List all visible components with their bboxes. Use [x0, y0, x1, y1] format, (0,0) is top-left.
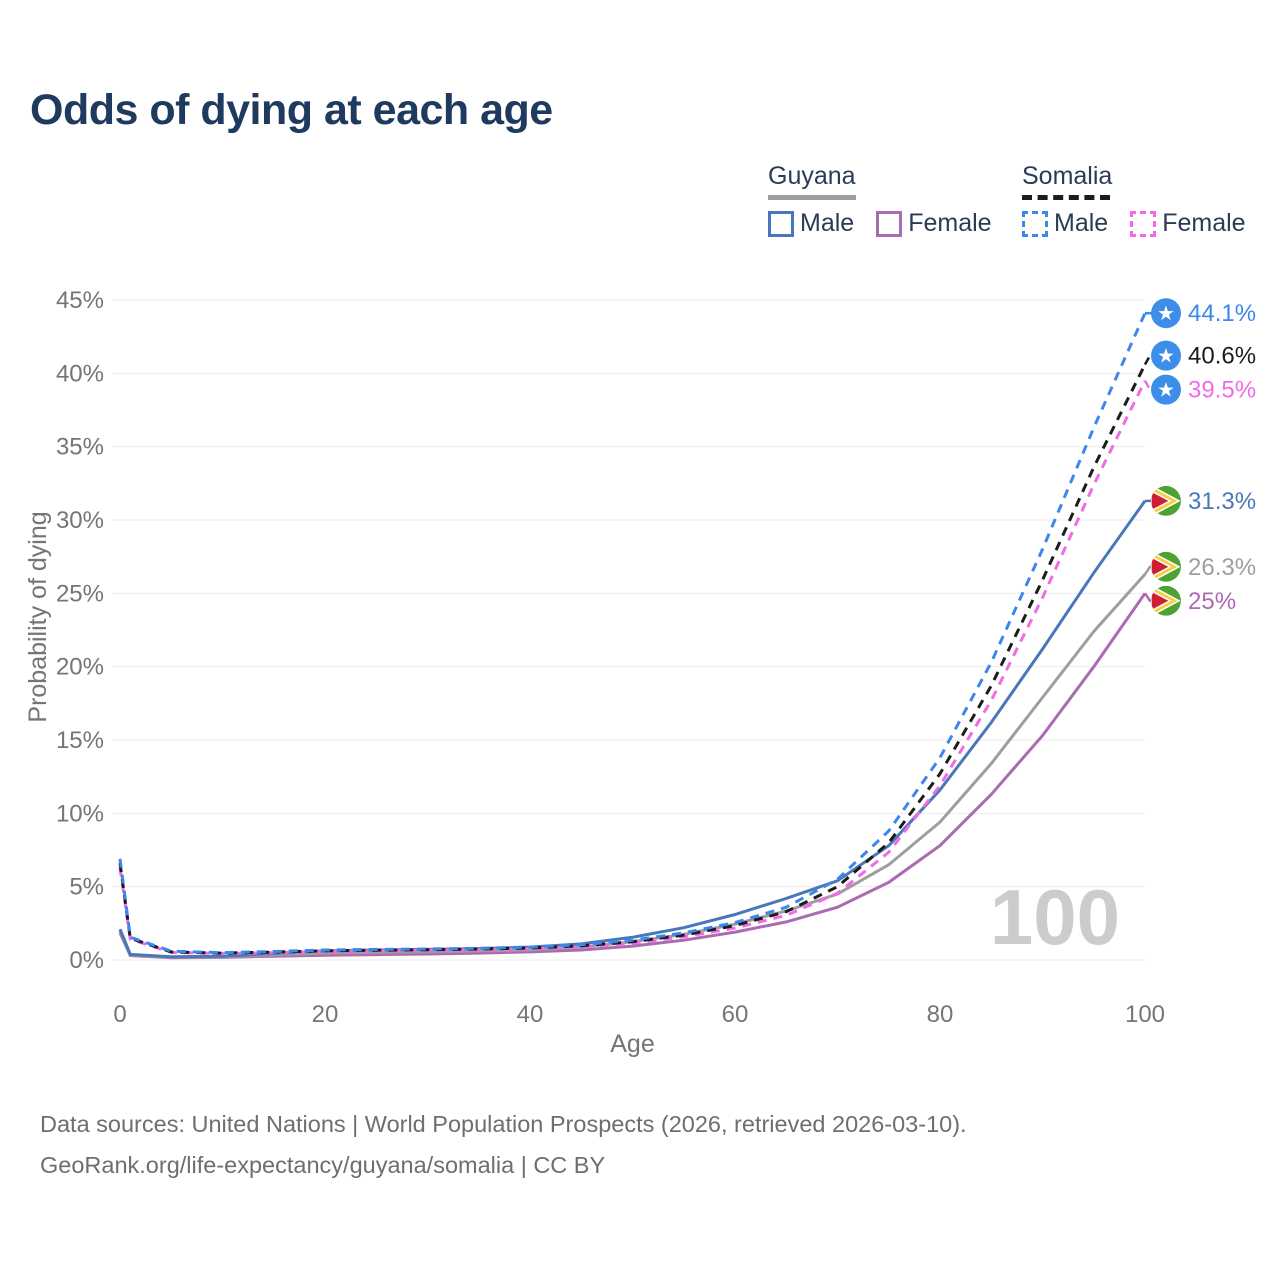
y-tick-label: 15%: [56, 727, 104, 754]
legend-country-label-somalia: Somalia: [1022, 162, 1113, 190]
somalia-flag-marker: ★: [1151, 340, 1181, 371]
x-axis-title: Age: [610, 1030, 654, 1058]
legend-item-somalia-male[interactable]: Male: [1022, 209, 1108, 238]
legend-group-guyana: Guyana Male Female: [768, 162, 992, 238]
age-watermark: 100: [990, 873, 1120, 961]
guyana-flag-marker: [1151, 585, 1181, 616]
end-label-somalia: 40.6%: [1188, 343, 1256, 370]
end-label-guyana-male: 31.3%: [1188, 488, 1256, 515]
guyana-flag-marker: [1151, 485, 1181, 516]
chart-footer: Data sources: United Nations | World Pop…: [40, 1104, 967, 1186]
legend-item-label: Male: [1054, 209, 1109, 237]
guyana-flag-marker: [1151, 551, 1181, 582]
y-tick-label: 10%: [56, 800, 104, 827]
end-label-somalia-male: 44.1%: [1188, 300, 1256, 327]
legend-item-label: Female: [1162, 209, 1246, 237]
chart-canvas: 0% 5% 10% 15% 20% 25% 30% 35% 40% 45% 0 20 40 60 80 100…: [24, 287, 1256, 1058]
x-tick-label: 20: [312, 1001, 339, 1028]
data-sources-text: Data sources: United Nations | World Pop…: [40, 1111, 967, 1137]
x-tick-label: 0: [113, 1001, 126, 1028]
x-tick-label: 80: [927, 1001, 954, 1028]
attribution-text: GeoRank.org/life-expectancy/guyana/somal…: [40, 1152, 606, 1178]
legend-item-label: Male: [800, 209, 855, 237]
y-tick-label: 20%: [56, 654, 104, 681]
page-title: Odds of dying at each age: [30, 86, 553, 134]
legend-item-guyana-female[interactable]: Female: [876, 209, 992, 238]
x-tick-label: 60: [722, 1001, 749, 1028]
somalia-female-swatch-icon: [1130, 210, 1157, 237]
end-label-guyana-female: 25%: [1188, 588, 1236, 615]
somalia-star-icon: ★: [1157, 303, 1175, 325]
y-tick-label: 30%: [56, 507, 104, 534]
legend-country-label-guyana: Guyana: [768, 162, 856, 190]
legend-item-label: Female: [908, 209, 992, 237]
somalia-flag-marker: ★: [1151, 374, 1181, 405]
guyana-line-style-icon: [768, 195, 856, 200]
series-line-somalia: [118, 363, 1147, 955]
y-tick-label: 45%: [56, 287, 104, 314]
somalia-flag-marker: ★: [1151, 298, 1181, 329]
y-tick-label: 40%: [56, 360, 104, 387]
somalia-line-style-icon: [1022, 195, 1110, 200]
y-axis-title: Probability of dying: [24, 511, 52, 722]
y-tick-label: 5%: [69, 874, 104, 901]
guyana-male-swatch-icon: [768, 210, 794, 237]
y-tick-label: 25%: [56, 580, 104, 607]
x-tick-label: 40: [517, 1001, 544, 1028]
series-line-somalia-male: [118, 312, 1147, 955]
y-tick-label: 35%: [56, 434, 104, 461]
legend-group-somalia: Somalia Male Female: [1022, 162, 1246, 238]
x-tick-label: 100: [1125, 1001, 1165, 1028]
series-line-guyana-male: [118, 500, 1147, 959]
guyana-female-swatch-icon: [876, 210, 903, 237]
y-tick-label: 0%: [69, 947, 104, 974]
end-label-guyana: 26.3%: [1188, 554, 1256, 581]
somalia-male-swatch-icon: [1022, 210, 1048, 237]
legend-item-guyana-male[interactable]: Male: [768, 209, 854, 238]
legend-item-somalia-female[interactable]: Female: [1130, 209, 1246, 238]
somalia-star-icon: ★: [1157, 380, 1175, 402]
somalia-star-icon: ★: [1157, 346, 1175, 368]
end-label-somalia-female: 39.5%: [1188, 377, 1256, 404]
